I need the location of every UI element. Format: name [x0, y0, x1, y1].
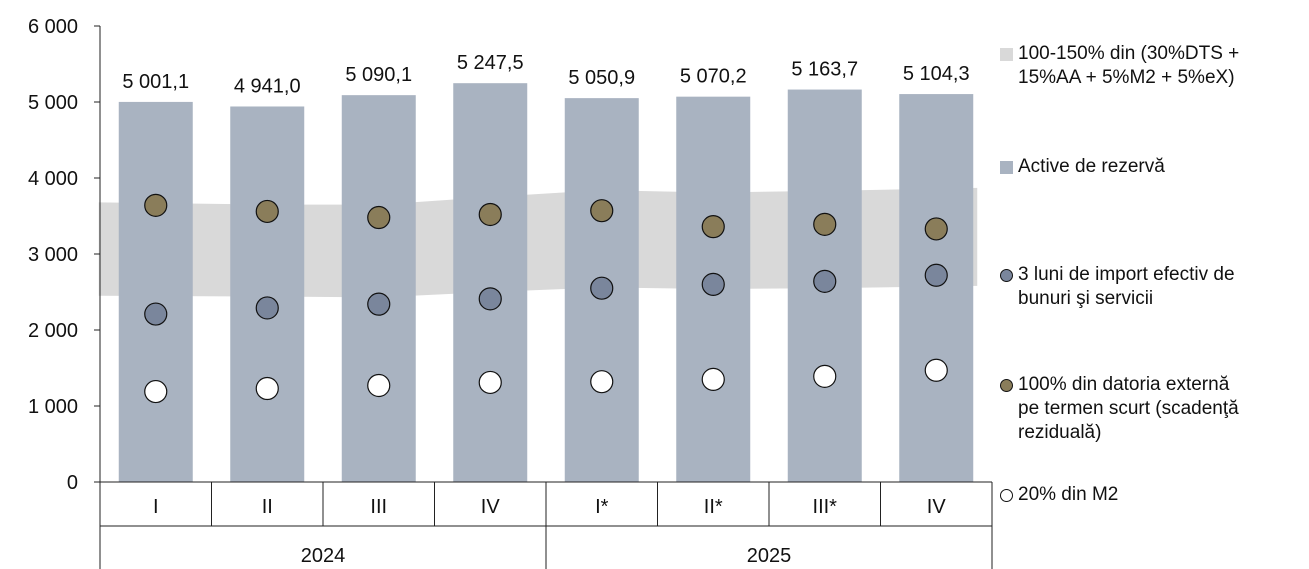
- marker-series2-2: [255, 199, 279, 224]
- bar-value-label-8: 5 104,3: [903, 63, 970, 85]
- marker-series1-4: [478, 287, 502, 311]
- x-category-label-1: I: [153, 496, 159, 518]
- legend-item-reserve-assets: Active de rezervă: [1000, 155, 1165, 179]
- legend-swatch-short-term-debt: [1000, 379, 1013, 392]
- legend-swatch-band: [1000, 48, 1013, 61]
- x-category-label-8: IV: [927, 496, 947, 518]
- marker-series1-5: [590, 276, 614, 300]
- x-category-label-3: III: [370, 496, 387, 518]
- legend-label-band: 100-150% din (30%DTS + 15%AA + 5%M2 + 5%…: [1018, 43, 1240, 88]
- legend-label-short-term-debt: 100% din datoria externă pe termen scurt…: [1018, 374, 1239, 443]
- y-tick-label-1: 1 000: [28, 396, 78, 418]
- bar-8: [899, 94, 974, 483]
- marker-series3-8: [924, 358, 948, 382]
- x-category-label-7: III*: [813, 496, 838, 518]
- bar-layer: [118, 83, 974, 483]
- marker-series2-7: [813, 212, 837, 236]
- bar-value-label-2: 4 941,0: [234, 75, 301, 97]
- bar-1: [118, 101, 193, 483]
- legend-swatch-import-cover: [1000, 269, 1013, 282]
- bar-2: [230, 106, 305, 482]
- x-group-label-1: 2024: [301, 545, 346, 567]
- legend-label-reserve-assets: Active de rezervă: [1018, 156, 1165, 177]
- marker-series2-3: [367, 205, 391, 230]
- legend-item-m2: 20% din M2: [1000, 483, 1118, 507]
- marker-series3-3: [367, 373, 391, 398]
- y-tick-label-6: 6 000: [28, 16, 78, 38]
- marker-series1-6: [701, 272, 725, 296]
- bar-value-label-5: 5 050,9: [568, 67, 635, 89]
- bar-value-label-4: 5 247,5: [457, 52, 524, 74]
- marker-series1-8: [924, 263, 948, 287]
- x-group-label-2: 2025: [747, 545, 792, 567]
- marker-series1-7: [813, 269, 837, 293]
- band-area: [98, 187, 978, 298]
- x-category-label-5: I*: [595, 496, 609, 518]
- x-category-label-6: II*: [704, 496, 723, 518]
- dot-layer: [144, 193, 948, 404]
- x-category-label-4: IV: [481, 496, 501, 518]
- bar-value-label-3: 5 090,1: [345, 64, 412, 86]
- marker-series2-5: [590, 199, 614, 223]
- marker-series1-2: [255, 296, 279, 320]
- marker-series2-1: [144, 193, 168, 217]
- legend-label-m2: 20% din M2: [1018, 484, 1119, 505]
- band-layer: [98, 187, 978, 298]
- marker-series3-5: [590, 370, 614, 394]
- legend-swatch-m2: [1000, 489, 1013, 502]
- bar-3: [341, 95, 416, 482]
- bar-value-label-6: 5 070,2: [680, 66, 747, 88]
- bar-value-label-7: 5 163,7: [791, 59, 858, 81]
- y-tick-label-4: 4 000: [28, 168, 78, 190]
- marker-series2-4: [478, 202, 502, 227]
- marker-series1-1: [144, 302, 168, 326]
- marker-series3-1: [144, 379, 168, 404]
- legend: 100-150% din (30%DTS + 15%AA + 5%M2 + 5%…: [1000, 0, 1309, 569]
- y-tick-label-0: 0: [67, 472, 78, 494]
- marker-series3-2: [255, 376, 279, 401]
- marker-series2-8: [924, 217, 948, 241]
- marker-series3-6: [701, 367, 725, 391]
- marker-series3-7: [813, 364, 837, 388]
- y-tick-label-3: 3 000: [28, 244, 78, 266]
- legend-swatch-reserve-assets: [1000, 161, 1013, 174]
- marker-series3-4: [478, 370, 502, 395]
- x-category-label-2: II: [262, 496, 273, 518]
- bar-4: [453, 83, 528, 482]
- marker-series1-3: [367, 292, 391, 316]
- legend-label-import-cover: 3 luni de import efectiv de bunuri şi se…: [1018, 264, 1235, 309]
- legend-item-short-term-debt: 100% din datoria externă pe termen scurt…: [1000, 373, 1239, 445]
- value-label-layer: 5 001,1 4 941,0 5 090,1 5 247,5 5 050,9 5 070…: [122, 52, 969, 97]
- y-tick-label-5: 5 000: [28, 92, 78, 114]
- legend-item-import-cover: 3 luni de import efectiv de bunuri şi se…: [1000, 263, 1235, 311]
- bar-value-label-1: 5 001,1: [122, 71, 189, 93]
- legend-item-band: 100-150% din (30%DTS + 15%AA + 5%M2 + 5%…: [1000, 42, 1239, 90]
- y-tick-label-2: 2 000: [28, 320, 78, 342]
- marker-series2-6: [701, 215, 725, 239]
